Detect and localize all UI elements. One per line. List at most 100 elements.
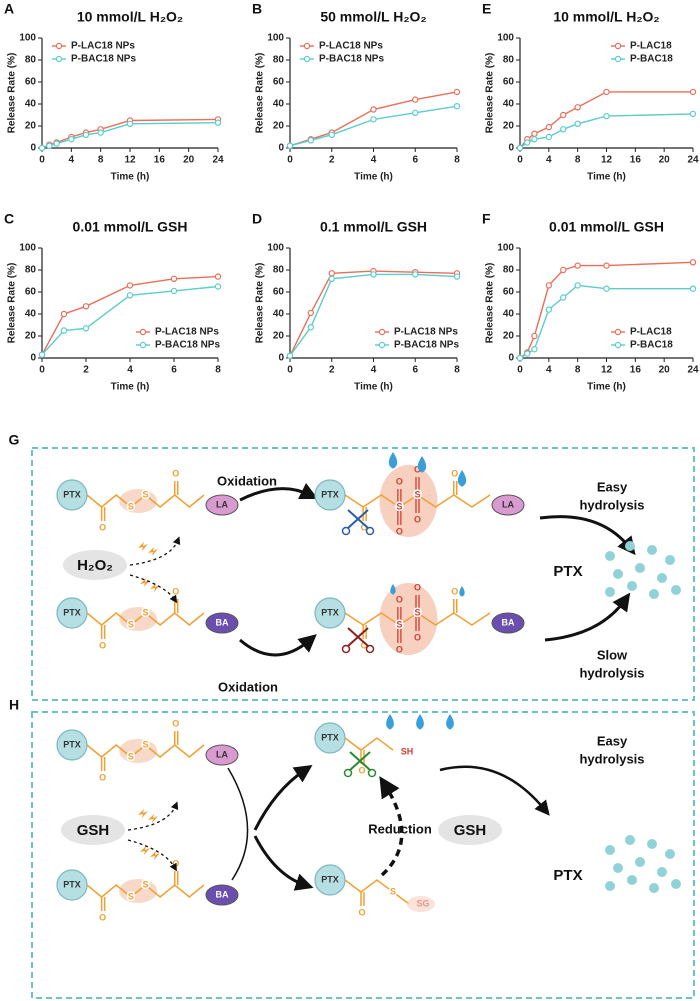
data-point bbox=[453, 102, 461, 110]
y-tick-label: 100 bbox=[497, 243, 514, 254]
y-tick-label: 40 bbox=[25, 309, 37, 320]
oxygen-atom: O bbox=[361, 640, 368, 650]
panel-label: G bbox=[9, 432, 20, 448]
y-tick-label: 100 bbox=[267, 33, 284, 44]
panel-label: A bbox=[4, 1, 14, 17]
oxygen-atom: O bbox=[172, 468, 179, 478]
y-tick-label: 80 bbox=[503, 265, 515, 276]
terminal-label: BA bbox=[216, 617, 229, 627]
y-tick-label: 80 bbox=[273, 55, 285, 66]
ptx-particle bbox=[671, 879, 681, 889]
arrow bbox=[239, 634, 317, 657]
ptx-label: PTX bbox=[321, 732, 339, 742]
x-tick-label: 0 bbox=[517, 155, 523, 166]
data-point bbox=[60, 327, 68, 334]
legend-label: P-BAC18 NPs bbox=[71, 54, 136, 65]
arrow bbox=[129, 574, 178, 604]
arrow bbox=[379, 776, 404, 877]
oxygen-atom: O bbox=[99, 522, 106, 532]
data-point bbox=[560, 111, 567, 119]
chain bbox=[344, 879, 410, 905]
data-point bbox=[370, 271, 377, 278]
oxygen-atom: O bbox=[358, 765, 365, 775]
water-drop bbox=[446, 714, 454, 730]
y-tick-label: 0 bbox=[30, 353, 36, 364]
ptx-bead bbox=[314, 864, 346, 896]
y-tick-label: 60 bbox=[273, 77, 285, 88]
sulfur-atom: S bbox=[414, 489, 420, 499]
product-label: PTX bbox=[553, 867, 582, 884]
data-point bbox=[126, 120, 134, 128]
y-tick-label: 100 bbox=[497, 33, 514, 44]
arrow bbox=[539, 515, 636, 556]
data-point bbox=[603, 112, 610, 120]
reductant-label: GSH bbox=[77, 822, 110, 839]
legend-label: P-LAC18 NPs bbox=[319, 41, 383, 52]
data-point bbox=[126, 282, 134, 289]
sulfur-atom: S bbox=[128, 501, 134, 511]
data-point bbox=[524, 139, 531, 146]
lightning bbox=[150, 851, 160, 860]
y-axis-label: Release Rate (%) bbox=[7, 263, 18, 344]
water-drop bbox=[390, 584, 396, 595]
sulfur-atom: S bbox=[390, 886, 396, 896]
x-axis-label: Time (h) bbox=[354, 172, 393, 183]
data-point bbox=[82, 303, 90, 310]
oxygen-atom: O bbox=[99, 772, 106, 782]
oxidant-cloud bbox=[63, 550, 127, 580]
data-point bbox=[574, 120, 581, 128]
x-tick-label: 8 bbox=[575, 155, 581, 166]
y-tick-label: 60 bbox=[503, 77, 515, 88]
data-point bbox=[531, 332, 538, 340]
y-tick-label: 80 bbox=[273, 265, 285, 276]
scissor-handle bbox=[367, 768, 377, 778]
data-point bbox=[214, 119, 222, 126]
y-tick-label: 80 bbox=[25, 265, 37, 276]
merge-line bbox=[227, 767, 249, 881]
ptx-particle bbox=[649, 589, 659, 599]
data-point bbox=[453, 273, 461, 280]
y-tick-label: 80 bbox=[25, 55, 37, 66]
data-point bbox=[68, 135, 75, 143]
ptx-particle bbox=[627, 581, 637, 591]
ptx-particle bbox=[635, 857, 645, 867]
ptx-bead bbox=[314, 722, 346, 754]
legend-label: P-LAC18 NPs bbox=[71, 41, 135, 52]
data-point bbox=[38, 144, 46, 152]
scissor-blade bbox=[347, 627, 369, 647]
arrow bbox=[127, 839, 177, 872]
scissor-handle bbox=[341, 526, 351, 536]
arrow bbox=[127, 801, 179, 831]
y-tick-label: 100 bbox=[19, 33, 36, 44]
oxygen-atom: O bbox=[358, 907, 365, 917]
x-tick-label: 6 bbox=[412, 155, 418, 166]
data-point bbox=[46, 142, 53, 149]
ptx-particle bbox=[635, 563, 645, 573]
x-tick-label: 16 bbox=[630, 365, 642, 376]
chain bbox=[86, 494, 205, 508]
data-point bbox=[689, 259, 697, 266]
y-tick-label: 40 bbox=[25, 99, 37, 110]
arrow bbox=[129, 536, 181, 566]
y-tick-label: 60 bbox=[273, 287, 285, 298]
lightning bbox=[148, 547, 158, 556]
oxygen-atom: O bbox=[396, 644, 403, 654]
oxygen-atom: O bbox=[396, 594, 403, 604]
water-drop bbox=[416, 714, 424, 730]
x-tick-label: 0 bbox=[287, 365, 293, 376]
reductant-label: GSH bbox=[454, 822, 487, 839]
oxygen-atom: O bbox=[396, 476, 403, 486]
lightning bbox=[140, 846, 150, 855]
terminal-label: BA bbox=[502, 617, 515, 627]
hydrolysis-label: Easy bbox=[597, 479, 628, 494]
data-point bbox=[516, 144, 524, 152]
y-tick-label: 0 bbox=[278, 143, 284, 154]
data-point bbox=[286, 352, 294, 359]
data-point bbox=[524, 350, 531, 357]
oxygen-atom: O bbox=[451, 468, 458, 478]
data-point bbox=[516, 354, 524, 362]
data-point bbox=[370, 106, 377, 113]
data-point bbox=[574, 262, 581, 269]
x-tick-label: 24 bbox=[687, 365, 699, 376]
x-tick-label: 4 bbox=[546, 365, 552, 376]
